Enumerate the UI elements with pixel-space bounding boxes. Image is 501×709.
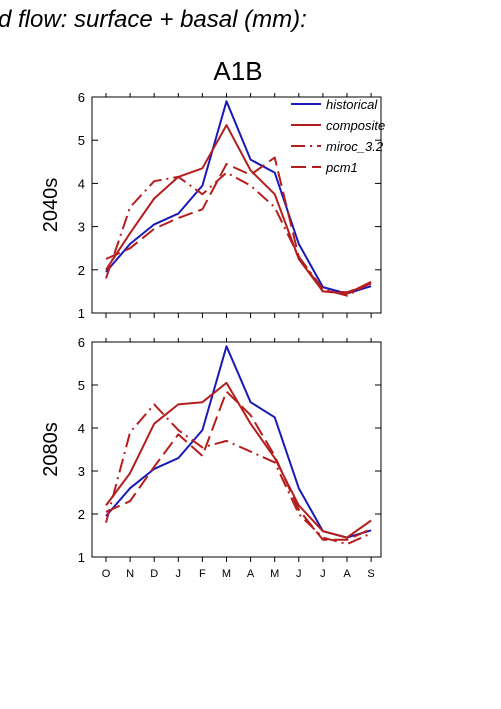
y-tick-label: 4 — [78, 176, 85, 191]
y-axis-label: 2040s — [40, 178, 62, 233]
y-tick-label: 2 — [78, 263, 85, 278]
x-tick-label: J — [320, 568, 326, 580]
x-tick-label: N — [126, 568, 134, 580]
x-tick-label: M — [270, 568, 279, 580]
x-tick-label: D — [150, 568, 158, 580]
y-tick-label: 1 — [78, 306, 85, 321]
y-tick-label: 2 — [78, 507, 85, 522]
y-tick-label: 4 — [78, 421, 85, 436]
x-tick-label: M — [222, 568, 231, 580]
x-tick-label: S — [367, 568, 374, 580]
plot-frame — [91, 341, 382, 558]
plot-frame — [91, 96, 382, 314]
y-axis-label: 2080s — [40, 422, 62, 477]
x-tick-label: J — [296, 568, 302, 580]
x-tick-label: A — [343, 568, 351, 580]
y-tick-label: 6 — [78, 335, 85, 350]
x-tick-label: F — [199, 568, 206, 580]
x-tick-label: A — [247, 568, 255, 580]
legend-label: historical — [326, 97, 378, 112]
y-tick-label: 1 — [78, 550, 85, 565]
y-tick-label: 5 — [78, 133, 85, 148]
y-tick-label: 3 — [78, 220, 85, 235]
series-line-pcm1 — [105, 156, 372, 294]
series-line-miroc-3-2 — [105, 403, 372, 546]
legend: historical composite miroc_3.2 pcm1 — [291, 97, 385, 175]
panel-2080s: 1 2 3 4 5 6 O N D J F M A M J J A S 2080s — [40, 335, 382, 580]
x-tick-label: O — [102, 568, 111, 580]
series-line-pcm1 — [105, 390, 372, 541]
x-tick-label: J — [176, 568, 182, 580]
panel-2040s: 1 2 3 4 5 6 2040s historical composite miroc_3.2p… — [40, 90, 385, 321]
series-line-composite — [105, 381, 372, 539]
y-tick-label: 3 — [78, 464, 85, 479]
series-line-historical — [105, 100, 372, 295]
series-line-miroc-3-2 — [105, 171, 372, 297]
y-tick-label: 6 — [78, 90, 85, 105]
legend-label: pcm1 — [325, 160, 358, 175]
legend-label: miroc_3.2 — [326, 139, 384, 154]
legend-label: composite — [326, 118, 385, 133]
figure-supertitle: d flow: surface + basal (mm): — [0, 6, 307, 33]
panel-top-title: A1B — [213, 56, 262, 86]
y-tick-label: 5 — [78, 378, 85, 393]
